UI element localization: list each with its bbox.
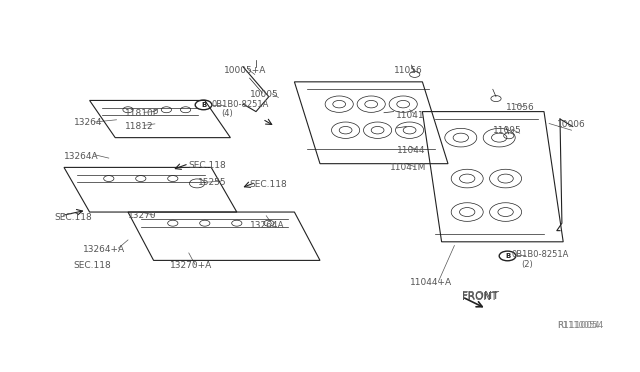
- Text: 11810P: 11810P: [125, 109, 159, 118]
- Text: 10005: 10005: [250, 90, 278, 99]
- Text: SEC.118: SEC.118: [189, 161, 227, 170]
- Text: 13264+A: 13264+A: [83, 245, 125, 254]
- Text: 0B1B0-8251A: 0B1B0-8251A: [211, 100, 269, 109]
- Text: 13264A: 13264A: [64, 152, 99, 161]
- Text: R1110054: R1110054: [557, 321, 603, 330]
- Text: FRONT: FRONT: [462, 291, 500, 301]
- Text: B: B: [505, 253, 510, 259]
- Text: 10005+A: 10005+A: [224, 66, 266, 75]
- Text: SEC.118: SEC.118: [250, 180, 287, 189]
- Text: R1110054: R1110054: [557, 321, 600, 330]
- Text: 11041M: 11041M: [390, 163, 427, 172]
- Text: 15255: 15255: [198, 178, 227, 187]
- Text: SEC.118: SEC.118: [74, 262, 111, 270]
- Text: 11044: 11044: [397, 146, 426, 155]
- Text: SEC.118: SEC.118: [54, 213, 92, 222]
- Text: 13270+A: 13270+A: [170, 262, 212, 270]
- Text: 13270: 13270: [128, 211, 157, 220]
- Text: (2): (2): [522, 260, 533, 269]
- Text: 11095: 11095: [493, 126, 522, 135]
- Text: B: B: [201, 102, 206, 108]
- Text: 11056: 11056: [394, 66, 422, 75]
- Text: 11812: 11812: [125, 122, 154, 131]
- Text: 11044+A: 11044+A: [410, 278, 452, 287]
- Text: 10006: 10006: [557, 120, 586, 129]
- Text: 13264: 13264: [74, 118, 102, 127]
- Text: 13264A: 13264A: [250, 221, 284, 230]
- Text: FRONT: FRONT: [462, 292, 497, 302]
- Text: 11056: 11056: [506, 103, 534, 112]
- Text: 0B1B0-8251A: 0B1B0-8251A: [512, 250, 570, 259]
- Text: 11041: 11041: [396, 111, 424, 120]
- Text: (4): (4): [221, 109, 232, 118]
